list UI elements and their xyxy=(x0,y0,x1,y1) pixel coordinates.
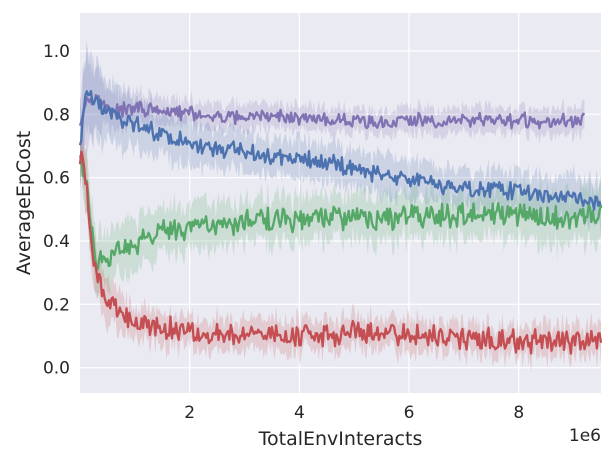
x-tick-label: 8 xyxy=(513,403,524,423)
y-tick-label: 0.0 xyxy=(43,359,70,379)
y-tick-label: 0.8 xyxy=(43,105,70,125)
gridlines xyxy=(80,13,601,393)
x-tick-label: 2 xyxy=(184,403,195,423)
x-offset-label: 1e6 xyxy=(569,426,601,446)
x-axis-label: TotalEnvInteracts xyxy=(258,428,423,450)
series-lines xyxy=(78,89,603,355)
series-line xyxy=(78,152,603,271)
y-tick-label: 0.2 xyxy=(43,295,70,315)
series-line xyxy=(78,93,586,130)
y-axis-label: AverageEpCost xyxy=(13,131,35,275)
x-tick-label: 4 xyxy=(294,403,305,423)
series-line xyxy=(78,150,603,355)
y-tick-label: 0.6 xyxy=(43,169,70,189)
y-tick-label: 0.4 xyxy=(43,232,70,252)
x-tick-label: 6 xyxy=(404,403,415,423)
confidence-band xyxy=(80,127,601,374)
series-line xyxy=(78,89,603,211)
y-tick-label: 1.0 xyxy=(43,42,70,62)
x-tick-labels: 2 4 6 8 xyxy=(184,403,524,423)
y-tick-labels: 0.0 0.2 0.4 0.6 0.8 1.0 xyxy=(43,42,70,379)
